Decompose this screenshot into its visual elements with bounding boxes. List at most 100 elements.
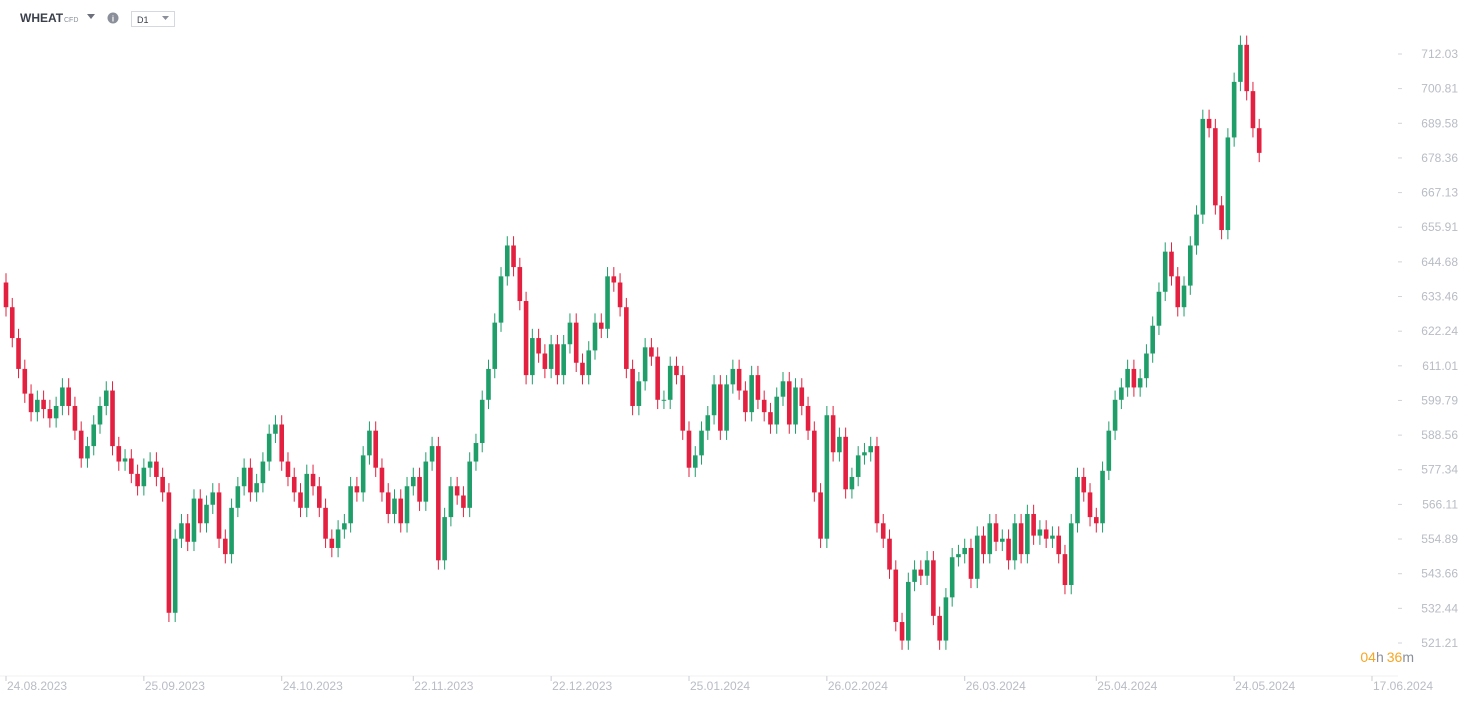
candle-body — [317, 486, 322, 508]
candle-body — [530, 338, 535, 376]
timeframe-select[interactable] — [131, 11, 175, 27]
candle-body — [642, 347, 648, 382]
candle-body — [605, 276, 610, 329]
candle-body — [548, 344, 554, 369]
candle-body — [1093, 517, 1099, 524]
candle-body — [116, 446, 122, 462]
candle-body — [899, 622, 905, 641]
candle-body — [874, 446, 880, 524]
plot-area: 712.03 700.81 689.58 678.36 667.13 655.91 644.… — [0, 35, 1458, 693]
candle-body — [479, 399, 485, 444]
candle-body — [1000, 538, 1005, 542]
candle-body — [580, 362, 585, 376]
info-icon[interactable] — [107, 12, 119, 24]
candle-body — [367, 430, 372, 456]
candle-body — [880, 523, 886, 539]
candle-body — [1162, 251, 1168, 292]
x-tick-label: 24.05.2024 — [1235, 679, 1295, 693]
candle-body — [266, 433, 272, 462]
candle-body — [830, 415, 836, 453]
candle-body — [711, 384, 717, 416]
x-tick-label: 24.10.2023 — [283, 679, 343, 693]
candle-body — [248, 467, 253, 493]
candle-body — [962, 547, 968, 555]
candle-body — [924, 560, 930, 576]
candle-body — [179, 523, 184, 539]
candle-body — [235, 486, 241, 508]
x-tick-label: 26.03.2024 — [966, 679, 1026, 693]
candle-body — [129, 458, 134, 474]
candle-body — [987, 523, 993, 555]
x-tick-label: 25.09.2023 — [145, 679, 205, 693]
candle-body — [824, 415, 830, 539]
candle-body — [868, 446, 874, 453]
y-tick-label: 577.34 — [1421, 463, 1458, 477]
candle-body — [943, 597, 949, 641]
candle-body — [736, 368, 742, 391]
candle-body — [862, 452, 867, 456]
candle-body — [216, 492, 222, 539]
timeframe-caret — [162, 16, 169, 20]
candle-body — [223, 538, 228, 555]
candle-body — [1043, 529, 1049, 539]
candle-body — [1068, 523, 1074, 586]
candle-body — [1119, 387, 1124, 400]
x-tick-label: 17.06.2024 — [1373, 679, 1433, 693]
symbol-dropdown-caret[interactable] — [87, 14, 95, 19]
candle-body — [373, 430, 378, 468]
candle-body — [1112, 399, 1118, 431]
candle-body — [981, 535, 986, 555]
candle-body — [141, 467, 147, 487]
candle-body — [91, 424, 97, 447]
candle-body — [273, 424, 278, 434]
y-tick-label: 700.81 — [1421, 82, 1458, 96]
y-tick-label: 622.24 — [1421, 324, 1458, 338]
candle-body — [573, 322, 579, 363]
candle-body — [837, 436, 842, 453]
candle-body — [342, 523, 347, 530]
candle-body — [1156, 291, 1162, 326]
candle-body — [937, 615, 942, 641]
candle-countdown: 04h 36m — [1360, 649, 1414, 665]
candle-body — [655, 356, 660, 400]
candle-body — [812, 430, 817, 493]
candle-body — [72, 405, 78, 431]
candle-body — [649, 347, 654, 357]
candle-body — [931, 560, 936, 616]
candle-body — [1194, 214, 1199, 246]
candle-body — [699, 430, 704, 456]
candle-body — [949, 557, 955, 598]
candle-body — [60, 387, 65, 406]
y-tick-label: 655.91 — [1421, 220, 1458, 234]
candle-body — [429, 446, 435, 462]
candle-body — [1131, 368, 1137, 388]
candle-body — [379, 467, 385, 493]
candle-body — [667, 365, 673, 400]
candle-body — [154, 461, 159, 477]
candle-body — [254, 483, 259, 493]
candle-body — [492, 322, 498, 369]
candle-body — [85, 446, 90, 459]
candle-body — [473, 443, 479, 462]
candle-body — [1062, 554, 1068, 586]
candle-body — [1018, 523, 1024, 555]
countdown-hours-unit: h — [1376, 649, 1384, 665]
symbol[interactable]: WHEAT — [20, 11, 64, 25]
candle-body — [1181, 285, 1187, 308]
candle-body — [1100, 470, 1105, 524]
candle-body — [630, 368, 635, 406]
candle-body — [818, 492, 823, 539]
candle-body — [705, 415, 711, 431]
candle-body — [417, 476, 422, 502]
candle-body — [197, 498, 203, 524]
candle-body — [442, 517, 447, 561]
candle-body — [592, 322, 598, 351]
candle-body — [410, 476, 416, 487]
candle-body — [1025, 514, 1030, 555]
x-tick-label: 22.12.2023 — [552, 679, 612, 693]
candle-body — [110, 390, 115, 447]
candle-body — [404, 486, 410, 524]
candle-body — [66, 387, 71, 406]
